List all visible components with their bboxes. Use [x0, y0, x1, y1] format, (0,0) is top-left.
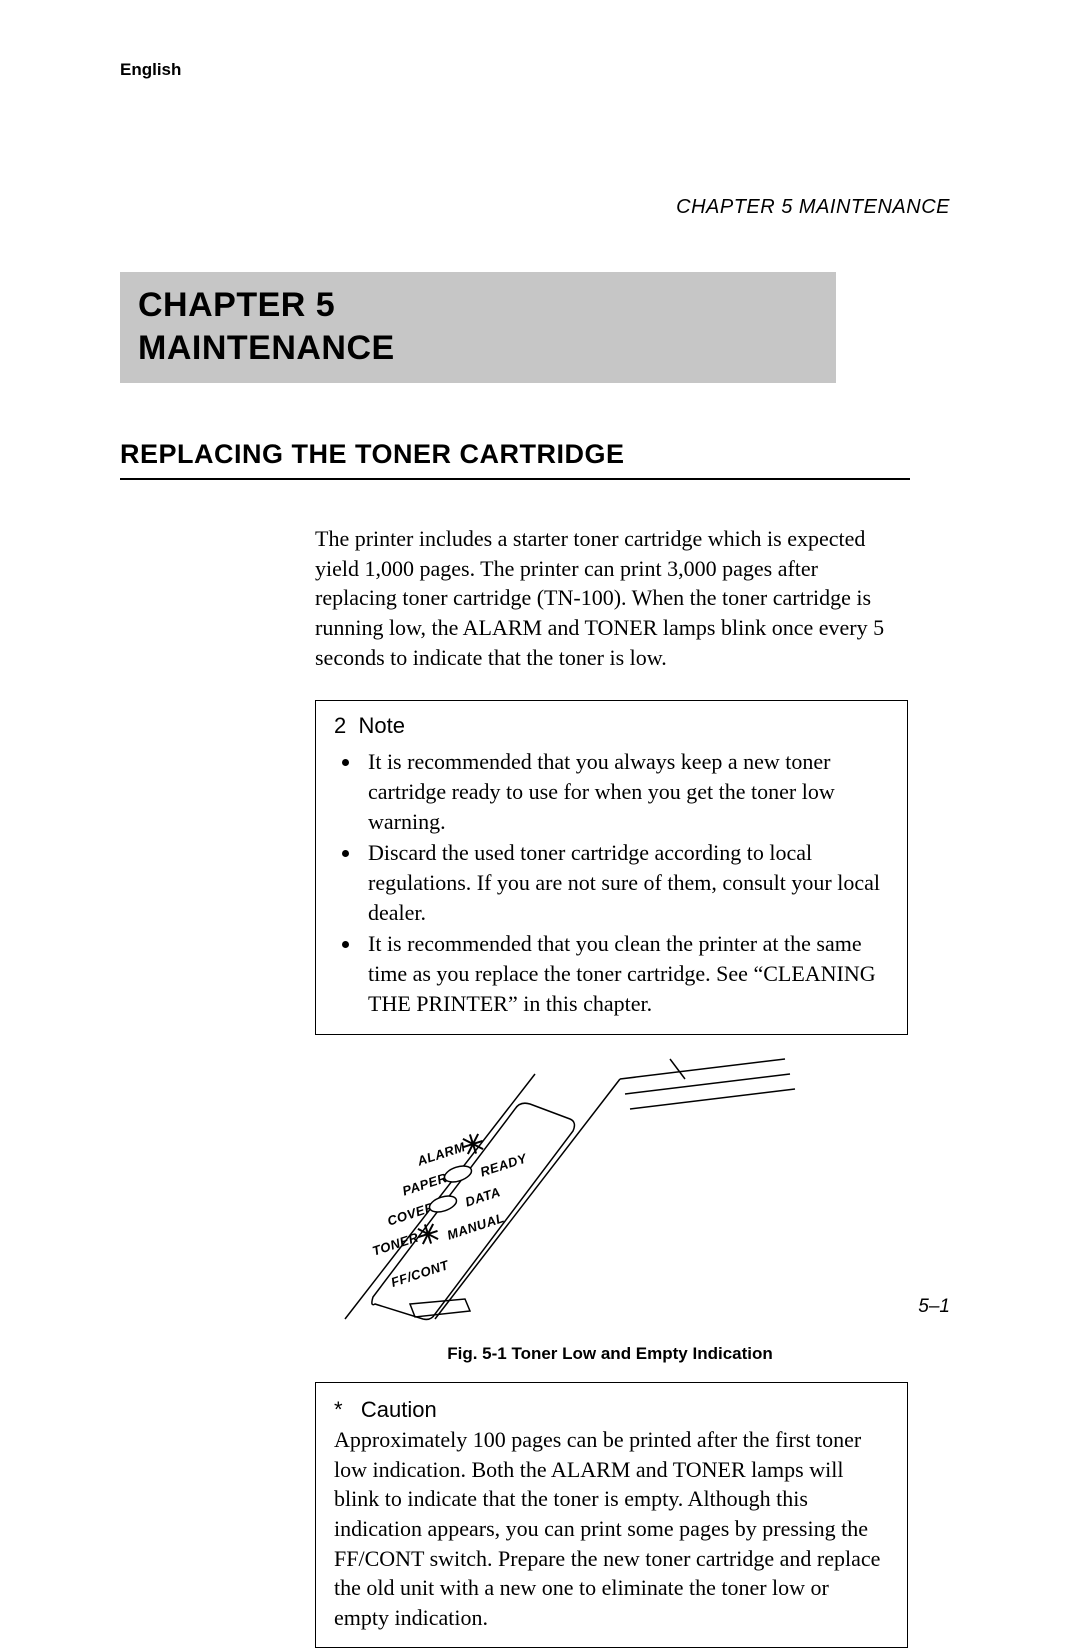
caution-text: Approximately 100 pages can be printed a…: [334, 1425, 889, 1633]
chapter-heading: CHAPTER 5 MAINTENANCE: [120, 272, 836, 383]
page: English CHAPTER 5 MAINTENANCE CHAPTER 5 …: [0, 0, 1080, 1528]
note-item: Discard the used toner cartridge accordi…: [362, 838, 889, 927]
note-heading: 2 Note: [334, 711, 889, 741]
label-ffcont: FF/CONT: [389, 1257, 451, 1290]
note-box: 2 Note It is recommended that you always…: [315, 700, 908, 1035]
note-item: It is recommended that you always keep a…: [362, 747, 889, 836]
caution-label: Caution: [361, 1397, 437, 1422]
label-ready: READY: [478, 1151, 529, 1180]
paper-lamp-icon: [443, 1163, 474, 1185]
note-list: It is recommended that you always keep a…: [334, 747, 889, 1018]
intro-paragraph: The printer includes a starter toner car…: [315, 524, 905, 672]
note-item: It is recommended that you clean the pri…: [362, 929, 889, 1018]
figure: ALARM PAPER READY COVER: [315, 1049, 905, 1364]
label-data: DATA: [463, 1184, 502, 1209]
caution-marker: *: [334, 1397, 343, 1422]
section-title: REPLACING THE TONER CARTRIDGE: [120, 439, 910, 480]
label-alarm: ALARM: [414, 1139, 467, 1169]
page-number: 5–1: [918, 1296, 950, 1318]
figure-caption: Fig. 5-1 Toner Low and Empty Indication: [315, 1344, 905, 1364]
panel-diagram-svg: ALARM PAPER READY COVER: [315, 1049, 905, 1329]
body-column: The printer includes a starter toner car…: [315, 524, 905, 1648]
chapter-line-2: MAINTENANCE: [138, 327, 818, 370]
note-marker: 2: [334, 713, 346, 738]
cover-lamp-icon: [428, 1193, 459, 1215]
running-header: CHAPTER 5 MAINTENANCE: [676, 196, 950, 219]
caution-heading: * Caution: [334, 1395, 889, 1425]
caution-box: * Caution Approximately 100 pages can be…: [315, 1382, 908, 1648]
chapter-line-1: CHAPTER 5: [138, 284, 818, 327]
language-label: English: [120, 60, 950, 80]
note-label: Note: [358, 713, 404, 738]
